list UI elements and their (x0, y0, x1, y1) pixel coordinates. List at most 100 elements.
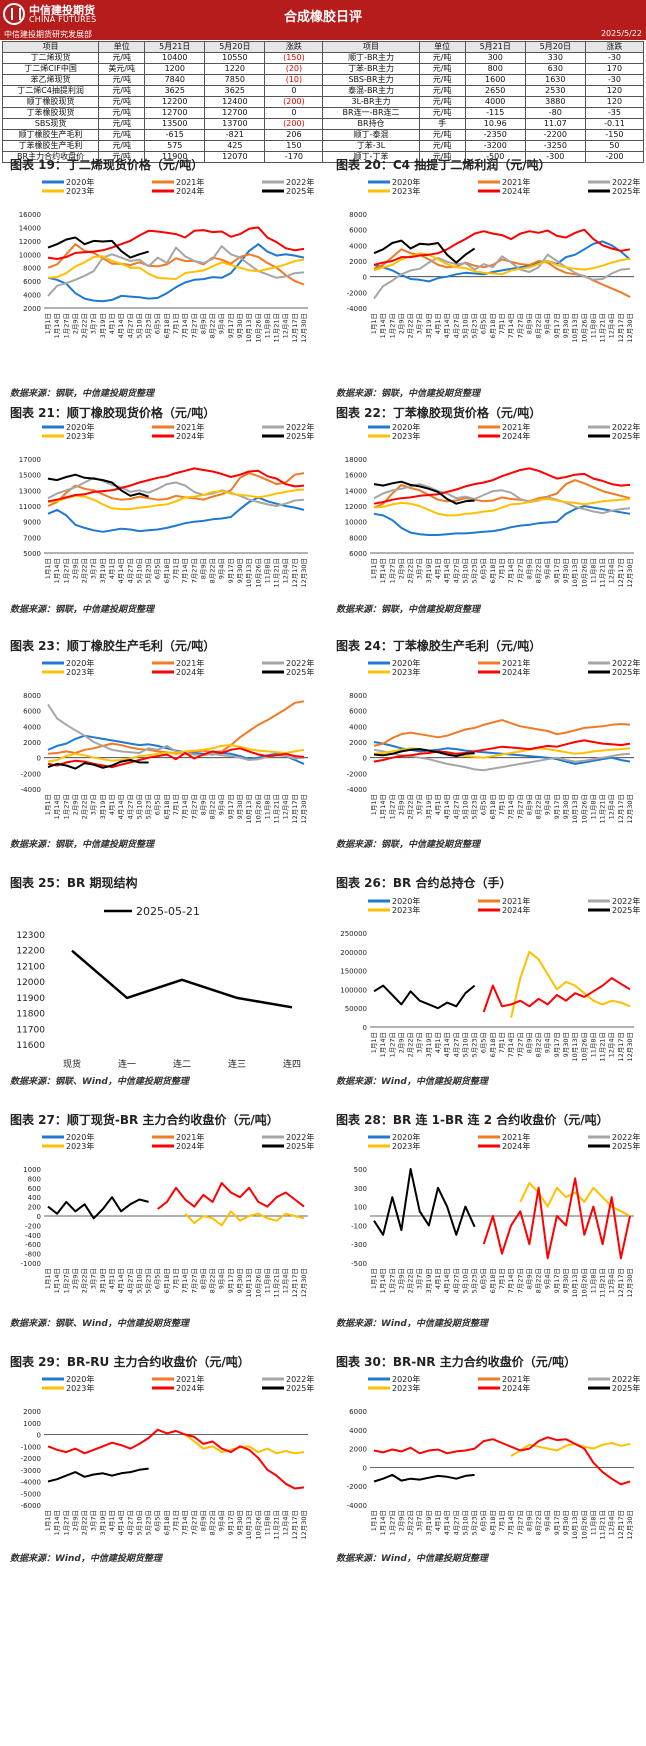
x-tick-label: 2月22日 (407, 1510, 415, 1535)
x-tick-label: 12月30日 (626, 1032, 634, 1062)
x-tick-label: 3月7日 (90, 794, 98, 815)
x-tick-label: 6月18日 (163, 794, 171, 819)
x-tick-label: 12月30日 (626, 794, 634, 824)
y-tick-label: 0 (363, 1024, 367, 1032)
x-tick-label: 4月14日 (117, 558, 125, 583)
y-tick-label: -2000 (347, 1483, 367, 1491)
price-table-cell: -30 (584, 52, 645, 64)
x-tick-label: 10月26日 (580, 1268, 588, 1298)
figure-title: 图表 30：BR-NR 主力合约收盘价（元/吨） (336, 1355, 577, 1369)
x-tick-label: 连二 (173, 1058, 191, 1070)
price-table-cell: 丁苯橡胶现货 (1, 107, 100, 119)
x-tick-label: 5月10日 (135, 1268, 143, 1293)
price-table-cell: -35 (584, 107, 645, 119)
x-tick-label: 9月4日 (544, 313, 552, 334)
price-table-cell: -30 (584, 74, 645, 86)
y-tick-label: 10000 (345, 519, 367, 527)
x-tick-label: 11月21日 (599, 794, 607, 824)
y-tick-label: 11800 (16, 1010, 45, 1020)
price-table-row: 丁苯橡胶现货 元/吨 12700 12700 0 BR连一-BR连二 元/吨 -115 -80-… (1, 107, 645, 119)
x-tick-label: 7月14日 (181, 1510, 189, 1535)
price-table-header-cell: 涨跌 (584, 41, 645, 53)
x-tick-label: 1月1日 (44, 1268, 52, 1289)
y-tick-label: 300 (354, 1185, 367, 1193)
x-tick-label: 1月14日 (379, 313, 387, 338)
x-tick-label: 6月5日 (154, 794, 162, 815)
y-tick-label: 11900 (16, 994, 45, 1004)
price-table-cell: -2350 (464, 129, 526, 141)
y-tick-label: 5000 (23, 550, 41, 558)
y-tick-label: -600 (25, 1241, 41, 1249)
x-tick-label: 3月7日 (416, 313, 424, 334)
y-tick-label: 6000 (23, 708, 41, 716)
x-tick-label: 12月30日 (300, 794, 308, 824)
y-tick-label: 0 (37, 1213, 41, 1221)
y-tick-label: -1000 (21, 1260, 41, 1268)
x-tick-label: 5月10日 (135, 313, 143, 338)
x-tick-label: 9月17日 (227, 313, 235, 338)
x-tick-label: 11月8日 (589, 1268, 597, 1293)
x-tick-label: 9月30日 (562, 558, 570, 583)
price-table-cell: 10550 (204, 52, 266, 64)
series-line (373, 239, 476, 264)
x-tick-label: 4月14日 (443, 313, 451, 338)
y-tick-label: 600 (28, 1185, 41, 1193)
x-tick-label: 2月9日 (71, 794, 79, 815)
x-tick-label: 12月30日 (626, 558, 634, 588)
price-table-cell: 120 (584, 96, 645, 108)
x-tick-label: 8月22日 (535, 558, 543, 583)
x-tick-label: 7月1日 (498, 794, 506, 815)
line-chart: 2025-05-21 11600 11700 11800 11900 12000 12100… (16, 905, 301, 1070)
figure-source: 数据来源：Wind，中信建投期货整理 (336, 1077, 488, 1087)
x-tick-label: 9月17日 (553, 1032, 561, 1057)
x-tick-label: 9月30日 (562, 1032, 570, 1057)
y-tick-label: 4000 (349, 723, 367, 731)
price-table-cell: -821 (204, 129, 266, 141)
x-tick-label: 5月23日 (145, 313, 153, 338)
series-line (373, 719, 631, 747)
x-tick-label: 9月30日 (562, 313, 570, 338)
x-tick-label: 9月4日 (218, 794, 226, 815)
legend-label: 2021年 (502, 896, 530, 906)
x-tick-label: 1月27日 (388, 1268, 396, 1293)
x-tick-label: 4月14日 (443, 1268, 451, 1293)
price-table-cell: 顺丁-丁苯 (322, 151, 420, 163)
x-tick-label: 8月22日 (535, 794, 543, 819)
x-tick-label: 4月14日 (443, 1032, 451, 1057)
x-tick-label: 12月30日 (300, 1510, 308, 1540)
series-line (482, 1177, 631, 1260)
series-line (47, 700, 305, 755)
price-table-cell: 丁苯橡胶生产毛利 (1, 140, 100, 152)
y-tick-label: 17000 (19, 456, 41, 464)
x-tick-label: 4月1日 (108, 1510, 116, 1531)
x-tick-label: 4月1日 (434, 1032, 442, 1053)
x-tick-label: 3月7日 (90, 313, 98, 334)
x-tick-label: 12月17日 (617, 1268, 625, 1298)
price-table-cell: 元/吨 (418, 107, 466, 119)
x-tick-label: 10月26日 (580, 1510, 588, 1540)
x-tick-label: 3月19日 (425, 1268, 433, 1293)
price-table-cell: 顺丁-泰混 (322, 129, 420, 141)
x-tick-label: 4月14日 (117, 1268, 125, 1293)
y-tick-label: 6000 (349, 708, 367, 716)
y-tick-label: 200000 (340, 949, 367, 957)
series-line (373, 252, 631, 276)
legend-label: 2023年 (392, 1141, 420, 1151)
legend-label: 2021年 (502, 1374, 530, 1384)
y-tick-label: 12200 (16, 947, 45, 957)
logo-en-text: CHINA FUTURES (29, 15, 97, 24)
legend-label: 2022年 (286, 422, 314, 432)
figure-source: 数据来源：钢联，中信建投期货整理 (10, 840, 155, 850)
report-subbar: 中信建投期货研究发展部 2025/5/22 (0, 28, 646, 40)
x-tick-label: 6月18日 (163, 1268, 171, 1293)
x-tick-label: 1月27日 (388, 558, 396, 583)
x-tick-label: 12月30日 (300, 1268, 308, 1298)
figure-title: 图表 22：丁苯橡胶现货价格（元/吨） (336, 406, 542, 420)
y-tick-label: 12000 (16, 978, 45, 988)
x-tick-label: 1月14日 (53, 1510, 61, 1535)
y-tick-label: 1000 (23, 1420, 41, 1428)
line-chart: 2020年 2021年 2022年 2023年 2024年 2025年 6000 8000 10… (345, 422, 640, 588)
series-line (373, 483, 631, 515)
line-chart: 2020年 2021年 2022年 2023年 2024年 2025年 -6000 -5000… (21, 1374, 314, 1540)
x-tick-label: 6月18日 (489, 1268, 497, 1293)
